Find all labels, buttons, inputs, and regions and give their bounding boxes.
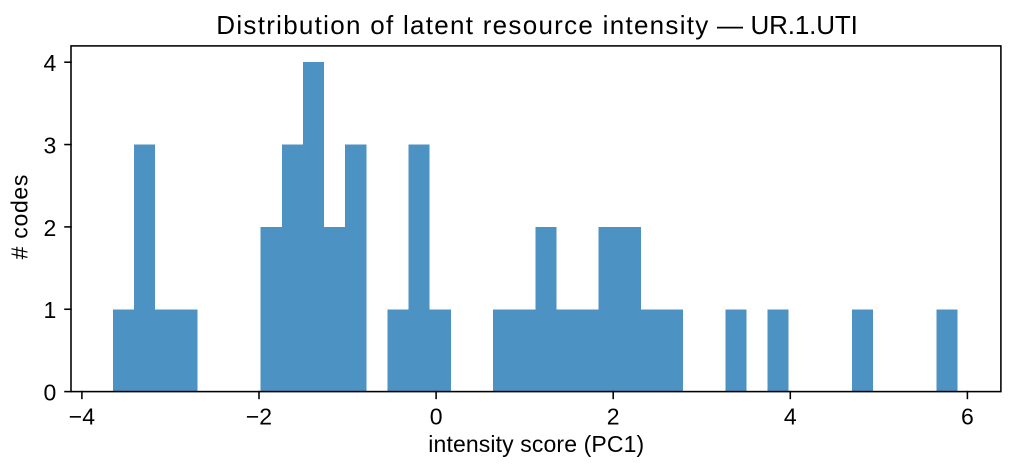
svg-text:# codes: # codes: [7, 174, 33, 259]
svg-text:−4: −4: [69, 403, 95, 429]
svg-text:4: 4: [784, 403, 797, 429]
svg-text:6: 6: [961, 403, 974, 429]
svg-text:3: 3: [44, 132, 57, 158]
svg-text:2: 2: [44, 215, 57, 241]
svg-text:Distribution of latent resourc: Distribution of latent resource intensit…: [216, 10, 709, 40]
svg-text:0: 0: [430, 403, 443, 429]
svg-text:0: 0: [44, 380, 57, 406]
svg-text:intensity score (PC1): intensity score (PC1): [428, 431, 644, 457]
svg-text:4: 4: [44, 50, 57, 76]
svg-text:—: —: [717, 10, 743, 40]
svg-text:−2: −2: [246, 403, 272, 429]
svg-text:2: 2: [607, 403, 620, 429]
svg-text:UR.1.UTI: UR.1.UTI: [751, 10, 858, 40]
svg-text:1: 1: [44, 297, 57, 323]
